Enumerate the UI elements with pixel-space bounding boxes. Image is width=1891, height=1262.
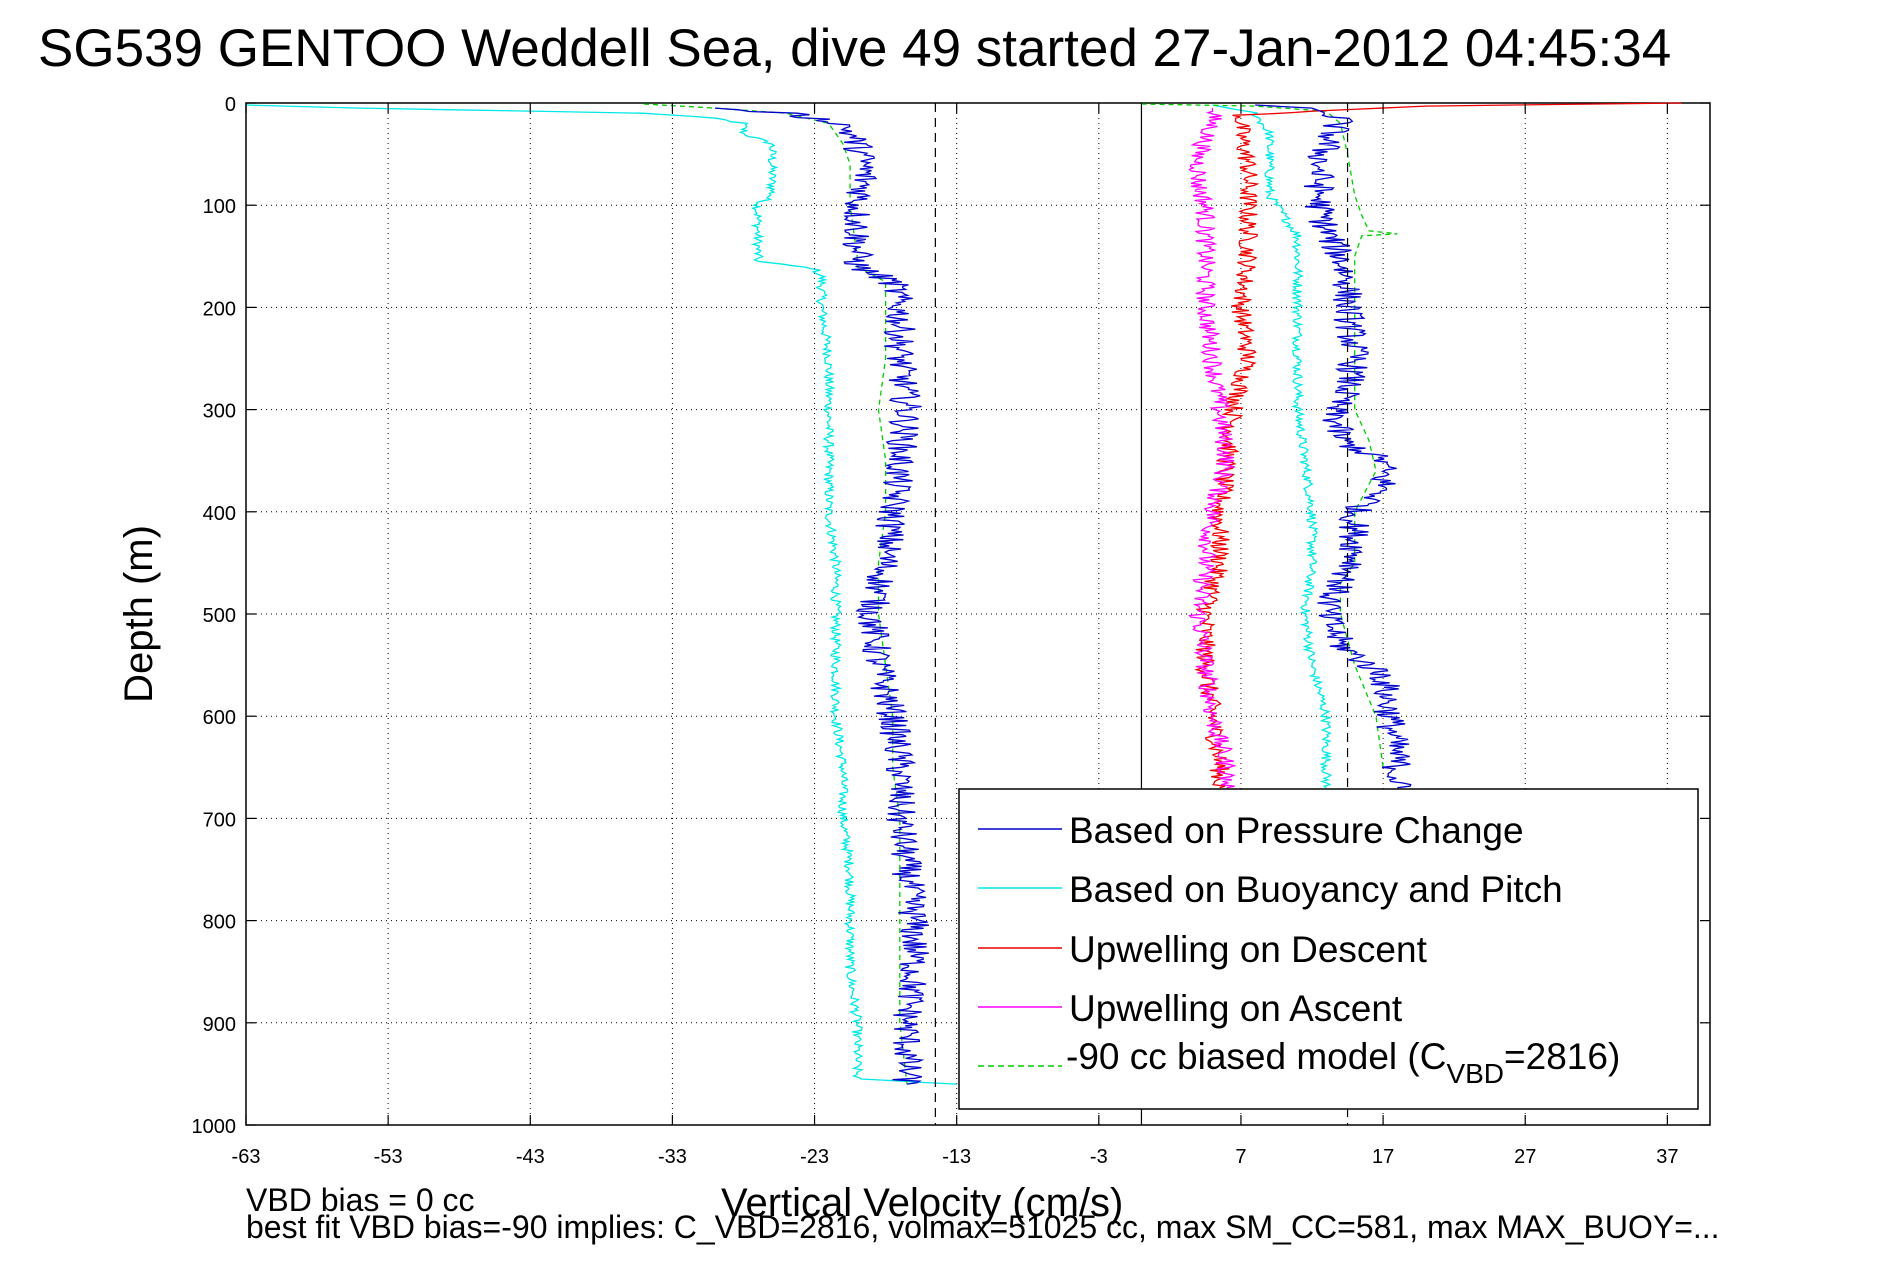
legend-item: Based on Pressure Change <box>978 810 1524 851</box>
x-tick-label: 27 <box>1514 1146 1536 1168</box>
series-line-pressure-change-ascent <box>1255 104 1412 789</box>
x-axis-title: Vertical Velocity (cm/s) <box>721 1181 1123 1225</box>
chart-title: SG539 GENTOO Weddell Sea, dive 49 starte… <box>38 19 1671 78</box>
x-tick-label: 7 <box>1235 1146 1246 1168</box>
y-tick-label: 700 <box>203 809 236 831</box>
x-tick-label: -33 <box>658 1146 687 1168</box>
series-line-buoyancy-pitch-ascent <box>1212 104 1333 789</box>
y-tick-label: 0 <box>225 94 236 116</box>
series-line-pressure-change-descent <box>714 107 929 1085</box>
legend-item: Based on Buoyancy and Pitch <box>978 869 1563 910</box>
legend-label: Based on Pressure Change <box>1069 810 1524 851</box>
y-tick-label: 600 <box>203 707 236 729</box>
legend-label: -90 cc biased model (CVBD=2816) <box>1066 1036 1620 1089</box>
series-line-buoyancy-pitch-descent <box>245 104 957 1085</box>
x-tick-label: 37 <box>1656 1146 1678 1168</box>
series-line-upwelling-ascent-descent <box>1188 108 1237 789</box>
y-tick-label: 900 <box>203 1014 236 1036</box>
legend-item: Upwelling on Ascent <box>978 988 1403 1029</box>
legend-item: -90 cc biased model (CVBD=2816) <box>978 1036 1620 1089</box>
x-tick-label: -23 <box>800 1146 829 1168</box>
y-axis-title: Depth (m) <box>117 525 161 703</box>
y-tick-label: 400 <box>203 503 236 525</box>
x-tick-label: -13 <box>942 1146 971 1168</box>
best-fit-note: best fit VBD bias=-90 implies: C_VBD=281… <box>246 1209 1720 1245</box>
legend-label: Based on Buoyancy and Pitch <box>1069 869 1563 910</box>
axis-ticks: -63 -53 -43 -33 -23 -13 -3 7 17 27 37 0 100 200 300 400… <box>192 94 1710 1168</box>
x-tick-label: -3 <box>1090 1146 1108 1168</box>
x-tick-label: -63 <box>232 1146 261 1168</box>
y-tick-label: 800 <box>203 912 236 934</box>
y-tick-label: 200 <box>203 298 236 320</box>
legend-label: Upwelling on Descent <box>1069 929 1428 970</box>
series-line-biased-model-ascent <box>1141 103 1398 768</box>
legend-item: Upwelling on Descent <box>978 929 1428 970</box>
legend-label: Upwelling on Ascent <box>1069 988 1403 1029</box>
legend-box <box>958 788 1699 1110</box>
x-tick-label: 17 <box>1372 1146 1394 1168</box>
x-tick-label: -53 <box>374 1146 403 1168</box>
x-tick-label: -43 <box>516 1146 545 1168</box>
y-tick-label: 1000 <box>192 1116 237 1138</box>
y-tick-label: 300 <box>203 401 236 423</box>
series-lines <box>245 102 1682 1085</box>
vbd-bias-note: VBD bias = 0 cc <box>246 1182 475 1218</box>
y-tick-label: 100 <box>203 196 236 218</box>
y-tick-label: 500 <box>203 605 236 627</box>
legend: Based on Pressure Change Based on Buoyan… <box>958 788 1699 1110</box>
legend-label-subscript: VBD <box>1446 1058 1504 1089</box>
